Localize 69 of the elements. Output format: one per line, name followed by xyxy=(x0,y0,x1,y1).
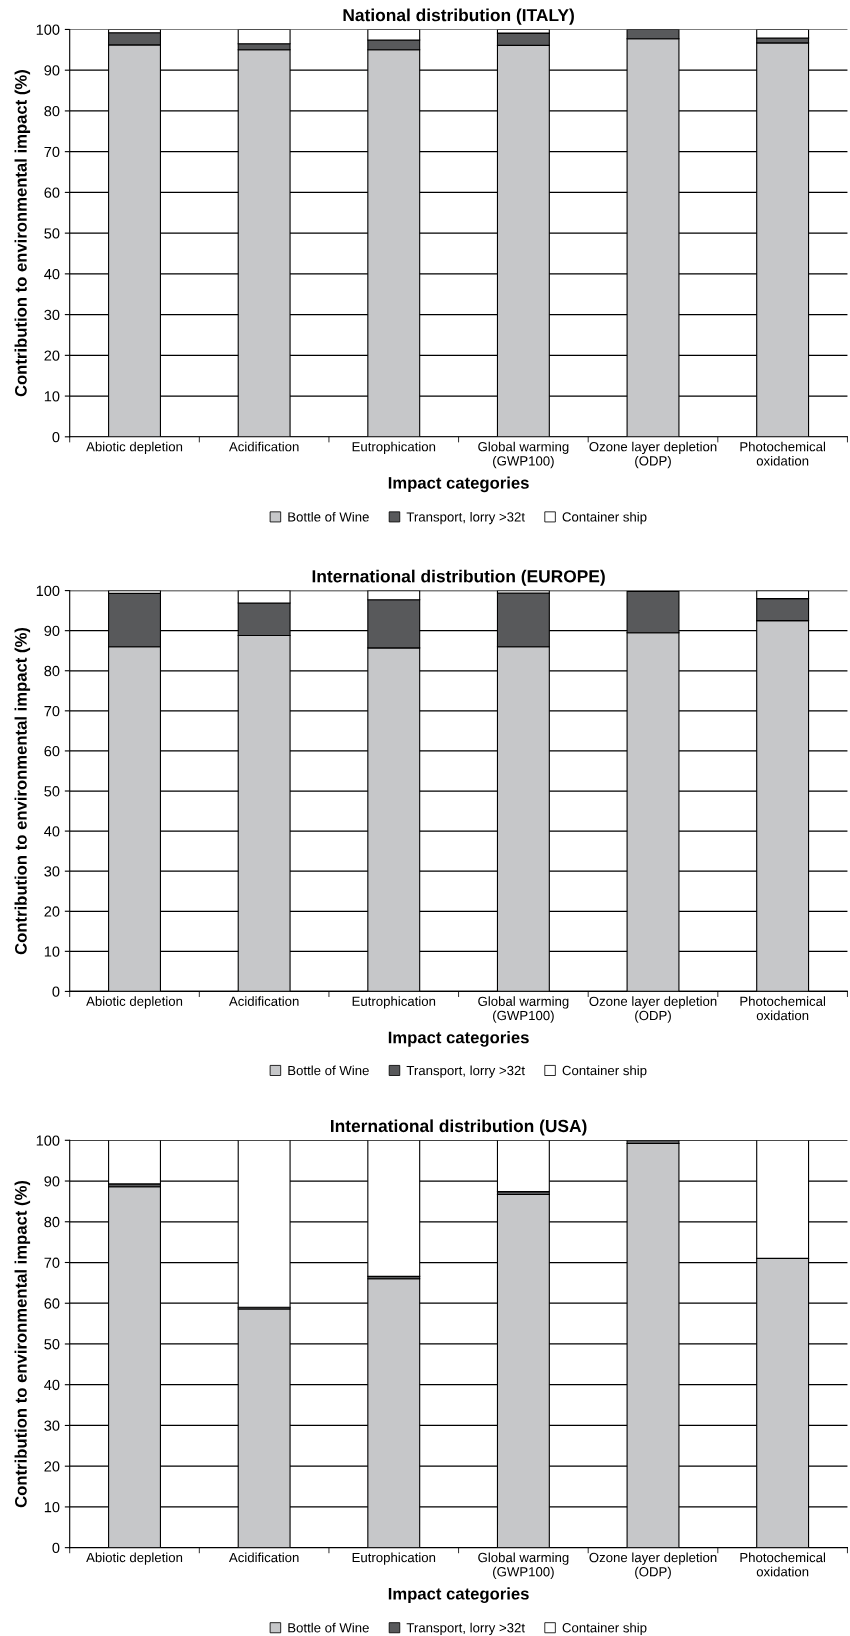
y-tick-label: 40 xyxy=(44,826,60,837)
y-tick-label: 30 xyxy=(44,309,60,321)
legend-label: Bottle of Wine xyxy=(288,511,369,522)
x-tick-label: Global warming (GWP100) xyxy=(478,441,569,469)
x-axis-title: Impact categories xyxy=(388,1031,529,1047)
x-tick-label: Acidification xyxy=(228,996,299,1006)
legend-label: Container ship xyxy=(562,511,647,525)
x-tick-label: Acidification xyxy=(228,1552,299,1563)
x-tick-label: Eutrophication xyxy=(352,996,436,1009)
chart-title: International distribution (EUROPE) xyxy=(312,569,605,586)
y-tick-label: 20 xyxy=(44,906,60,917)
y-tick-label: 90 xyxy=(44,625,60,637)
x-tick-label: Abiotic depletion xyxy=(86,996,183,1009)
x-tick-label: Photochemical oxidation xyxy=(740,996,826,1021)
y-tick-label: 10 xyxy=(44,1502,60,1513)
y-tick-label: 50 xyxy=(44,786,60,797)
y-axis-title: Contribution to environmental impact (%) xyxy=(14,70,31,397)
y-tick-label: 0 xyxy=(52,431,60,443)
y-tick-label: 60 xyxy=(44,746,60,757)
y-tick-label: 10 xyxy=(44,391,60,402)
y-tick-label: 80 xyxy=(44,1216,60,1228)
y-tick-label: 50 xyxy=(44,228,60,239)
x-tick-label: Ozone layer depletion (ODP) xyxy=(589,996,717,1023)
legend-label: Bottle of Wine xyxy=(288,1622,369,1633)
y-tick-label: 0 xyxy=(52,986,60,997)
legend-label: Transport, lorry >32t xyxy=(406,1622,525,1636)
y-tick-label: 60 xyxy=(44,1298,60,1309)
chart-title: International distribution (USA) xyxy=(330,1119,587,1136)
y-tick-label: 80 xyxy=(44,665,60,677)
x-tick-label: Global warming (GWP100) xyxy=(478,1552,569,1580)
y-tick-label: 70 xyxy=(44,705,60,717)
y-tick-label: 100 xyxy=(36,24,60,35)
chart-title: National distribution (ITALY) xyxy=(343,8,574,25)
legend-label: Transport, lorry >32t xyxy=(406,1065,525,1078)
x-tick-label: Abiotic depletion xyxy=(86,1552,183,1565)
y-tick-label: 60 xyxy=(44,187,60,198)
y-tick-label: 100 xyxy=(36,1135,60,1146)
x-axis-title: Impact categories xyxy=(388,1587,529,1603)
y-tick-label: 90 xyxy=(44,1176,60,1187)
y-tick-label: 20 xyxy=(44,350,60,361)
y-tick-label: 0 xyxy=(52,1542,60,1554)
y-axis-title: Contribution to environmental impact (%) xyxy=(14,627,31,955)
legend-label: Transport, lorry >32t xyxy=(406,511,525,525)
x-tick-label: Ozone layer depletion (ODP) xyxy=(589,1552,717,1580)
x-axis-title: Impact categories xyxy=(388,476,529,493)
y-tick-label: 10 xyxy=(44,946,60,957)
legend-label: Container ship xyxy=(562,1065,647,1078)
legend-label: Container ship xyxy=(562,1622,647,1636)
y-tick-label: 90 xyxy=(44,65,60,76)
y-tick-label: 30 xyxy=(44,1420,60,1431)
x-tick-label: Ozone layer depletion (ODP) xyxy=(589,441,717,469)
y-tick-label: 40 xyxy=(44,1379,60,1391)
x-tick-label: Eutrophication xyxy=(352,1552,436,1565)
y-tick-label: 70 xyxy=(44,146,60,158)
x-tick-label: Acidification xyxy=(228,441,299,452)
y-tick-label: 40 xyxy=(44,268,60,280)
y-axis-title: Contribution to environmental impact (%) xyxy=(14,1180,31,1508)
y-tick-label: 100 xyxy=(36,585,60,597)
x-tick-label: Eutrophication xyxy=(352,441,436,454)
x-tick-label: Photochemical oxidation xyxy=(740,441,826,466)
x-tick-label: Photochemical oxidation xyxy=(740,1552,826,1577)
x-tick-label: Abiotic depletion xyxy=(86,441,183,454)
y-tick-label: 50 xyxy=(44,1339,60,1350)
y-tick-label: 30 xyxy=(44,866,60,877)
y-tick-label: 80 xyxy=(44,106,60,117)
legend-label: Bottle of Wine xyxy=(288,1065,369,1076)
y-tick-label: 70 xyxy=(44,1257,60,1268)
y-tick-label: 20 xyxy=(44,1461,60,1472)
x-tick-label: Global warming (GWP100) xyxy=(478,996,569,1023)
